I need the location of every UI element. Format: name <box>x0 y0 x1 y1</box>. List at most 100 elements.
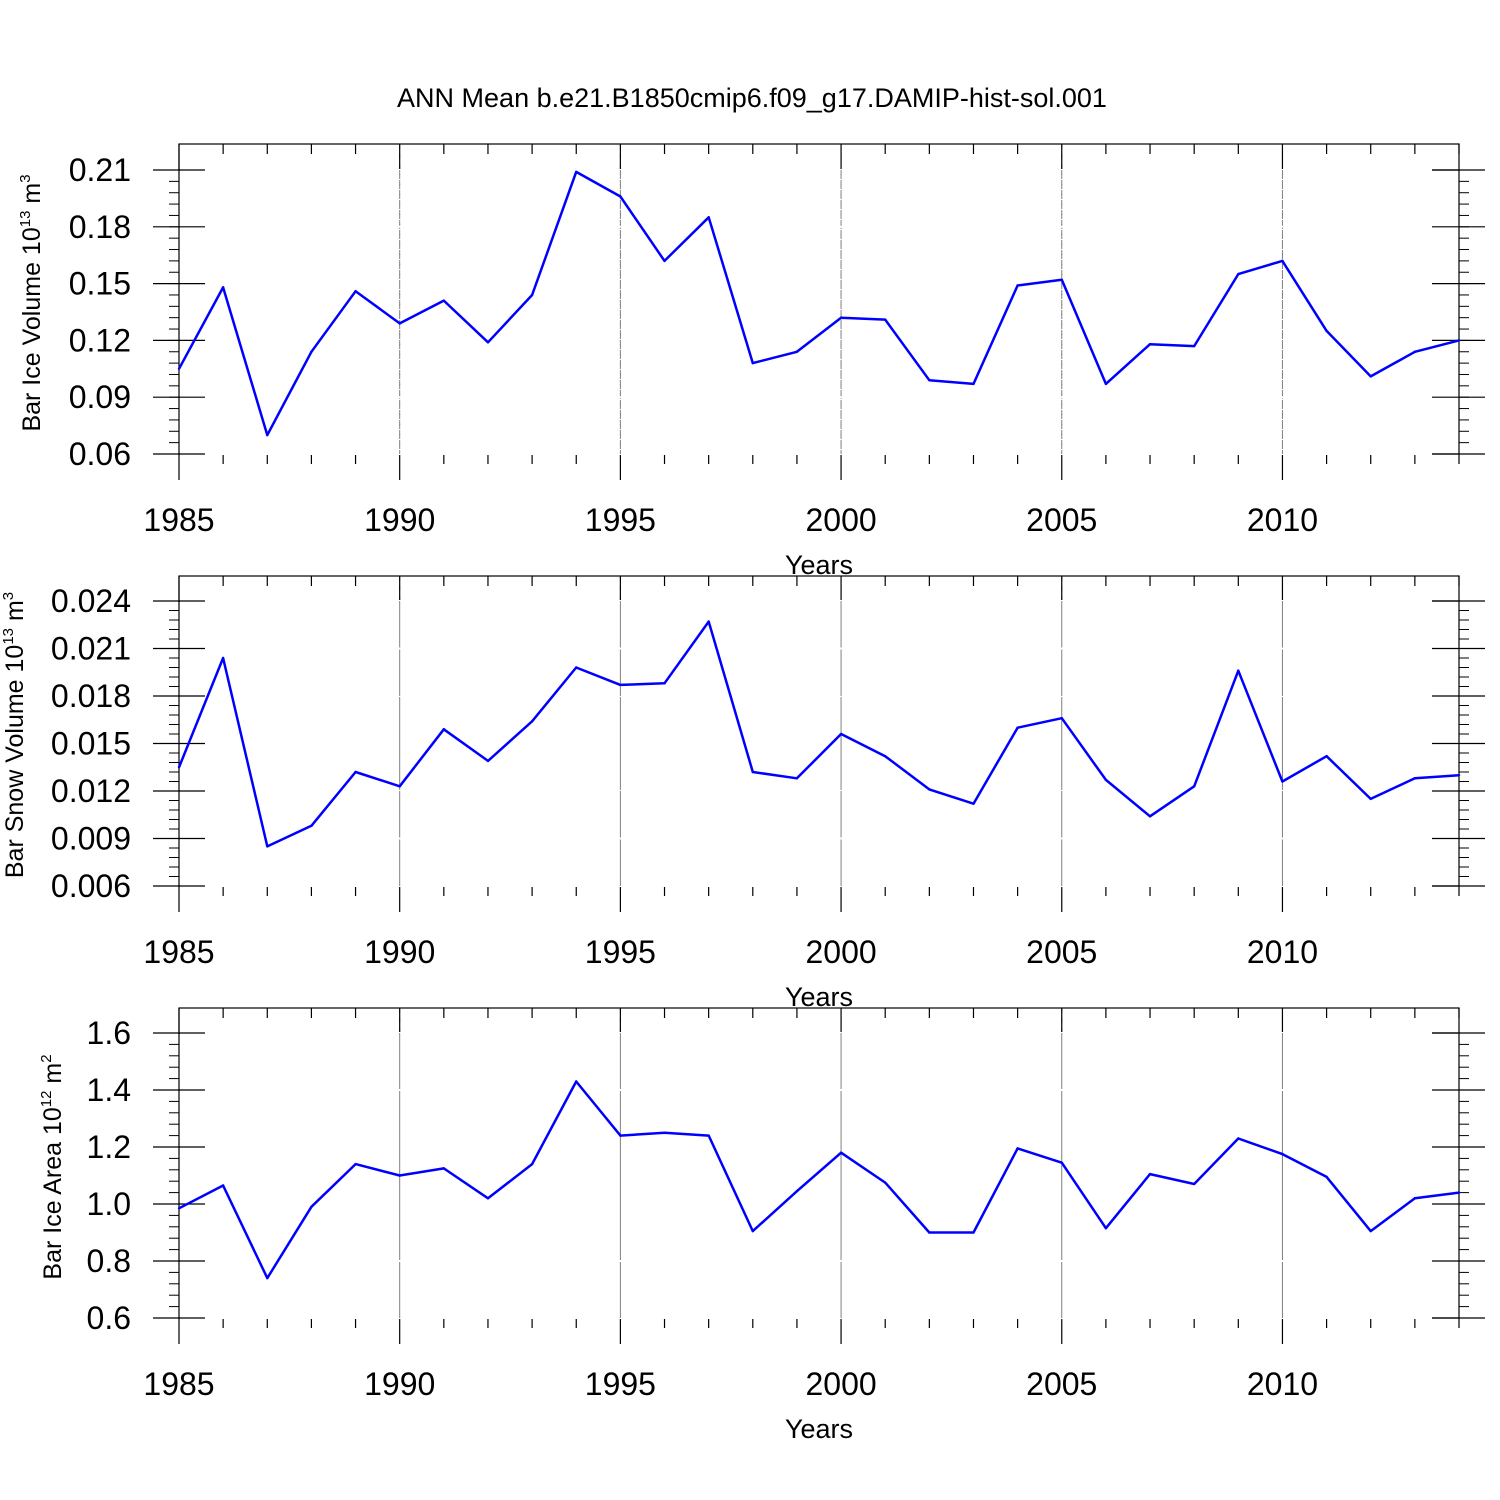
data-point <box>1413 777 1417 780</box>
y-tick-label: 0.15 <box>69 266 131 302</box>
y-axis-title-part: m <box>18 183 46 211</box>
y-axis-title: Bar Ice Area 1012 m2 <box>38 1054 67 1279</box>
data-point <box>1325 754 1328 758</box>
y-axis-title-part: Bar Ice Volume 10 <box>18 227 46 431</box>
data-point <box>1060 278 1063 282</box>
data-point <box>442 728 446 731</box>
x-tick-label: 1985 <box>143 502 214 538</box>
data-point <box>1060 716 1063 720</box>
x-tick-label: 2010 <box>1247 1366 1318 1402</box>
data-point <box>619 195 622 198</box>
data-point <box>884 1181 887 1184</box>
data-point <box>839 1151 843 1154</box>
data-point <box>1016 726 1019 729</box>
data-point <box>928 788 931 791</box>
y-axis-title: Bar Snow Volume 1013 m3 <box>0 592 29 878</box>
data-point <box>1148 815 1152 818</box>
y-tick-label: 0.06 <box>69 436 131 472</box>
data-point <box>266 433 269 437</box>
data-point <box>575 1080 578 1083</box>
data-point <box>1237 669 1240 672</box>
data-point <box>354 770 357 774</box>
data-point <box>266 845 269 848</box>
data-point <box>398 322 401 325</box>
x-tick-label: 2000 <box>805 934 876 970</box>
data-point <box>795 777 799 780</box>
data-point <box>751 1229 754 1233</box>
data-point <box>1104 1227 1108 1230</box>
data-point <box>177 367 181 370</box>
data-point <box>1192 785 1196 788</box>
data-point <box>354 289 357 293</box>
data-point <box>530 293 534 297</box>
x-tick-label: 1985 <box>143 934 214 970</box>
figure-title: ANN Mean b.e21.B1850cmip6.f09_g17.DAMIP-… <box>397 83 1107 113</box>
data-point <box>354 1162 357 1166</box>
y-tick-label: 1.2 <box>87 1129 131 1165</box>
data-point <box>884 754 887 758</box>
data-point <box>486 1197 490 1200</box>
y-axis-title-part: m <box>1 600 29 628</box>
y-tick-label: 0.8 <box>87 1243 131 1279</box>
data-point <box>663 259 666 263</box>
y-tick-label: 0.21 <box>69 152 131 188</box>
data-point <box>310 1205 313 1209</box>
data-point <box>221 1184 225 1187</box>
x-tick-label: 1995 <box>585 934 656 970</box>
x-tick-label: 2000 <box>805 502 876 538</box>
x-axis-title: Years <box>785 1414 853 1444</box>
y-tick-label: 0.015 <box>51 726 131 762</box>
y-axis-title-exponent: 13 <box>0 628 17 645</box>
y-axis-title-exponent: 2 <box>38 1054 55 1062</box>
data-point <box>928 378 931 382</box>
data-point <box>310 350 313 353</box>
data-point <box>1237 272 1240 276</box>
series-line <box>177 170 1460 437</box>
plot-frame <box>178 1007 1460 1319</box>
x-tick-label: 1985 <box>143 1366 214 1402</box>
y-tick-label: 1.0 <box>87 1186 131 1222</box>
data-point <box>795 1189 799 1193</box>
y-tick-label: 1.6 <box>87 1015 131 1051</box>
data-point <box>1104 778 1108 782</box>
data-point <box>972 382 975 386</box>
data-point <box>1413 1197 1417 1200</box>
y-tick-label: 0.6 <box>87 1300 131 1336</box>
data-point <box>575 666 578 669</box>
data-point <box>266 1276 269 1280</box>
data-point <box>1281 1152 1284 1156</box>
data-point <box>575 170 578 174</box>
data-point <box>1457 1191 1461 1194</box>
data-point <box>1192 1182 1196 1186</box>
y-axis-title-exponent: 3 <box>0 592 17 600</box>
data-point <box>398 1174 401 1177</box>
data-point <box>972 1231 975 1234</box>
y-tick-label: 0.09 <box>69 379 131 415</box>
data-point <box>486 759 490 763</box>
y-tick-label: 0.018 <box>51 678 131 714</box>
x-tick-label: 2010 <box>1247 934 1318 970</box>
x-tick-label: 2010 <box>1247 502 1318 538</box>
x-tick-label: 1990 <box>364 1366 435 1402</box>
y-tick-label: 0.021 <box>51 631 131 667</box>
data-point <box>972 802 975 805</box>
y-axis-title-exponent: 12 <box>38 1091 55 1108</box>
data-point <box>707 620 710 623</box>
data-point <box>1369 375 1372 378</box>
data-point <box>663 682 666 685</box>
data-point <box>1060 1161 1063 1164</box>
series-line <box>177 620 1460 848</box>
data-point <box>1369 1229 1372 1233</box>
y-tick-label: 0.024 <box>51 583 131 619</box>
x-axis-title: Years <box>785 982 853 1012</box>
data-point <box>1237 1137 1240 1140</box>
y-axis-title-part: m <box>39 1063 67 1091</box>
data-point <box>707 216 710 219</box>
data-point <box>1192 344 1196 348</box>
panel-ice-area: 1985 1990 1995 2000 2005 2010 Years 0.6 0.8 1.0 1.… <box>38 1007 1485 1444</box>
data-point <box>1104 382 1108 386</box>
y-tick-label: 0.12 <box>69 322 131 358</box>
data-point <box>839 732 843 736</box>
x-tick-label: 1990 <box>364 934 435 970</box>
y-axis-title-exponent: 3 <box>17 174 34 182</box>
